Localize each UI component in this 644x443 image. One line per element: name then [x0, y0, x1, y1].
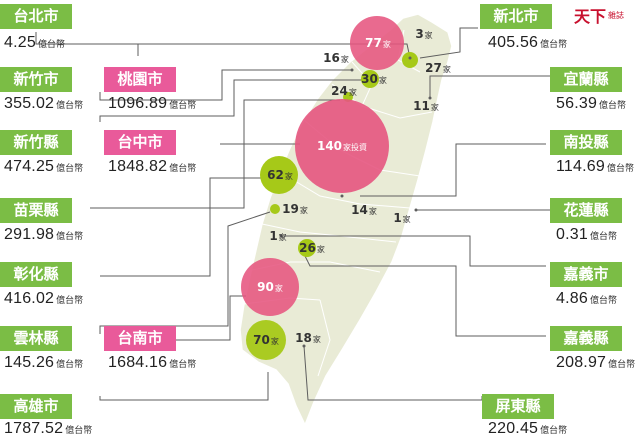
- dot-chiayi-city: [279, 234, 283, 238]
- bubbles: [241, 16, 418, 360]
- region-label-pingtung: 屏東縣: [482, 394, 554, 419]
- leader-lines: [35, 27, 550, 401]
- bubble-count-taoyuan: 77 家: [365, 36, 391, 50]
- region-label-taichung: 台中市: [104, 130, 176, 155]
- logo-mark: 天下: [574, 7, 607, 26]
- region-amount-tainan: 1684.16 億台幣: [108, 354, 197, 371]
- leader-nantou: [360, 143, 546, 197]
- bubble-changhua: [260, 156, 298, 194]
- dot-pingtung: [302, 344, 306, 348]
- bubble-newtaipei: [402, 52, 418, 68]
- region-amount-taichung: 1848.82 億台幣: [108, 158, 197, 175]
- bubble-count-yunlin: 19 家: [282, 202, 308, 216]
- region-amount-taoyuan: 1096.89 億台幣: [108, 95, 197, 112]
- region-amount-hsinchu-county: 474.25 億台幣: [4, 158, 84, 175]
- bubble-yunlin: [270, 204, 280, 214]
- bubble-count-hsinchu-county: 30 家: [361, 72, 387, 86]
- leader-hsinchu-city: [99, 69, 352, 101]
- region-label-hsinchu-city: 新竹市: [0, 67, 72, 92]
- bubble-count-new-taipei: 27 家: [425, 61, 451, 75]
- bubble-chiayi-county: [298, 239, 316, 257]
- bubble-dots: [279, 56, 432, 348]
- dot-nantou: [340, 194, 344, 198]
- region-amount-chiayi-county: 208.97 億台幣: [556, 354, 636, 371]
- region-amount-changhua: 416.02 億台幣: [4, 290, 84, 307]
- bubble-count-chiayi-county: 26 家: [299, 241, 325, 255]
- dot-yilan: [428, 96, 432, 100]
- bubble-taichung: [295, 99, 389, 193]
- bubble-count-miaoli: 24 家: [331, 84, 357, 98]
- bubble-count-hsinchu-city: 16 家: [323, 51, 349, 65]
- bubble-hsinchu-county: [361, 70, 379, 88]
- region-label-taoyuan: 桃園市: [104, 67, 176, 92]
- region-label-nantou: 南投縣: [550, 130, 622, 155]
- leader-yilan: [429, 75, 550, 98]
- region-amount-hsinchu-city: 355.02 億台幣: [4, 95, 84, 112]
- region-amount-pingtung: 220.45 億台幣: [488, 420, 568, 437]
- bubble-count-changhua: 62 家: [267, 168, 293, 182]
- leader-hsinchu-county: [99, 79, 366, 122]
- bubble-kaohsiung: [246, 320, 286, 360]
- bubble-count-tainan: 90 家: [257, 280, 283, 294]
- bubble-count-taichung: 140 家投資: [316, 139, 368, 153]
- logo-subtitle: 雜誌: [608, 10, 625, 20]
- leader-taoyuan: [137, 43, 370, 56]
- taiwan-landmass: [239, 13, 453, 427]
- region-label-yunlin: 雲林縣: [0, 326, 72, 351]
- dot-hsinchu-city: [350, 68, 354, 72]
- region-label-new-taipei: 新北市: [480, 4, 552, 29]
- region-amount-miaoli: 291.98 億台幣: [4, 226, 84, 243]
- leader-yunlin: [99, 211, 271, 334]
- region-label-hualien: 花蓮縣: [550, 198, 622, 223]
- leader-chiayi-city: [280, 235, 546, 267]
- leader-changhua: [100, 177, 262, 277]
- dot-taipei: [408, 56, 412, 60]
- dot-hualien: [414, 208, 418, 212]
- leader-chiayi-county: [301, 249, 546, 337]
- region-amount-chiayi-city: 4.86 億台幣: [556, 290, 617, 307]
- region-label-hsinchu-county: 新竹縣: [0, 130, 72, 155]
- bubble-count-pingtung: 18 家: [295, 331, 321, 345]
- leader-newtaipei: [419, 27, 478, 59]
- region-label-taipei: 台北市: [0, 4, 72, 29]
- region-label-chiayi-county: 嘉義縣: [550, 326, 622, 351]
- region-label-chiayi-city: 嘉義市: [550, 262, 622, 287]
- region-label-miaoli: 苗栗縣: [0, 198, 72, 223]
- region-label-kaohsiung: 高雄市: [0, 394, 72, 419]
- bubble-count-nantou: 14 家: [351, 203, 377, 217]
- region-amount-taipei: 4.25 億台幣: [4, 34, 65, 51]
- bubble-count-yilan: 11 家: [413, 99, 439, 113]
- bubble-count-kaohsiung: 70 家: [253, 333, 279, 347]
- bubble-taoyuan: [350, 16, 404, 70]
- region-label-changhua: 彰化縣: [0, 262, 72, 287]
- bubble-tainan: [241, 258, 299, 316]
- region-amount-new-taipei: 405.56 億台幣: [488, 34, 568, 51]
- region-amount-hualien: 0.31 億台幣: [556, 226, 617, 243]
- region-label-yilan: 宜蘭縣: [550, 67, 622, 92]
- region-amount-yilan: 56.39 億台幣: [556, 95, 627, 112]
- region-amount-yunlin: 145.26 億台幣: [4, 354, 84, 371]
- region-amount-nantou: 114.69 億台幣: [556, 158, 634, 175]
- region-label-tainan: 台南市: [104, 326, 176, 351]
- leader-tainan: [160, 295, 246, 341]
- brand-logo: 天下 雜誌: [574, 4, 642, 26]
- region-amount-kaohsiung: 1787.52 億台幣: [4, 420, 93, 437]
- leader-kaohsiung: [99, 372, 269, 401]
- leader-miaoli: [90, 99, 340, 209]
